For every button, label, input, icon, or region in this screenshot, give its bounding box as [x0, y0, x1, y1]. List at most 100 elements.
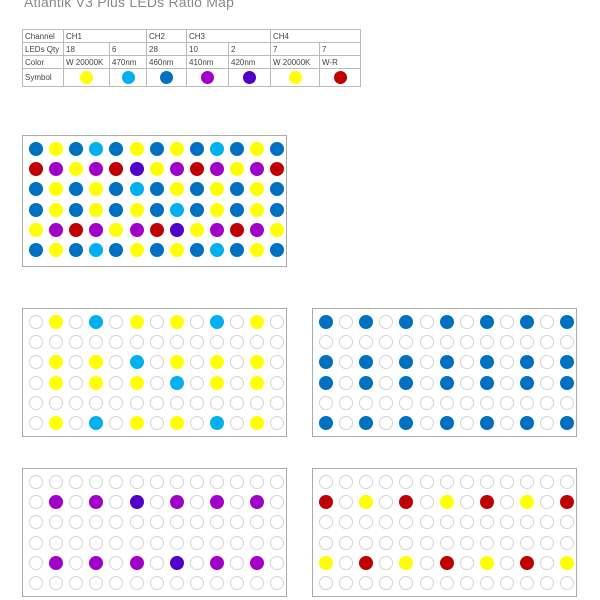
led-empty — [399, 395, 414, 410]
led-empty — [270, 315, 285, 329]
led — [250, 243, 265, 257]
led — [250, 416, 265, 430]
led-empty — [499, 335, 514, 350]
led-empty — [129, 515, 144, 530]
led — [109, 202, 124, 217]
led-empty — [439, 335, 454, 350]
led — [560, 555, 575, 570]
led-empty — [149, 475, 164, 489]
led — [209, 416, 224, 430]
led — [209, 355, 224, 370]
led — [250, 182, 265, 197]
led-empty — [169, 535, 184, 550]
led — [69, 142, 84, 156]
led-empty — [230, 355, 244, 370]
led-empty — [89, 515, 104, 530]
led-empty — [520, 576, 534, 590]
led-empty — [230, 475, 244, 489]
led — [89, 222, 104, 237]
led — [89, 142, 104, 156]
led-empty — [69, 515, 84, 530]
led — [359, 375, 374, 390]
color-cell: 420nm — [228, 55, 271, 69]
led-empty — [419, 395, 434, 410]
led — [169, 555, 184, 570]
led-empty — [560, 335, 575, 350]
led — [129, 355, 144, 370]
led-empty — [49, 515, 64, 530]
led — [209, 182, 224, 197]
led-empty — [230, 555, 244, 570]
led-empty — [270, 375, 285, 390]
led-empty — [499, 515, 514, 530]
led-empty — [109, 395, 124, 410]
led-empty — [540, 315, 555, 329]
led-empty — [560, 515, 575, 530]
led — [129, 243, 144, 257]
led — [29, 162, 43, 177]
led — [69, 243, 84, 257]
led — [49, 142, 64, 156]
led-empty — [149, 375, 164, 390]
row-label: Symbol — [22, 68, 64, 87]
led-empty — [379, 395, 394, 410]
led-empty — [419, 475, 434, 489]
led — [520, 555, 534, 570]
led-empty — [209, 515, 224, 530]
led — [250, 375, 265, 390]
led-empty — [479, 515, 494, 530]
led-symbol — [160, 71, 173, 84]
led — [520, 495, 534, 510]
led-empty — [379, 416, 394, 430]
led — [319, 315, 333, 329]
led — [359, 416, 374, 430]
led-spec-table: Channel CH1 CH2 CH3 CH4 LEDs Qty 18 6 28… — [22, 29, 361, 87]
led-empty — [499, 576, 514, 590]
led — [149, 142, 164, 156]
led — [439, 495, 454, 510]
led-empty — [359, 395, 374, 410]
led-empty — [209, 335, 224, 350]
led-empty — [149, 535, 164, 550]
led-empty — [230, 315, 244, 329]
symbol-row: Symbol — [22, 68, 361, 87]
led — [270, 243, 285, 257]
led-empty — [49, 535, 64, 550]
led — [29, 182, 43, 197]
led-empty — [270, 355, 285, 370]
led-empty — [520, 515, 534, 530]
led — [209, 162, 224, 177]
row-label: Color — [22, 55, 64, 69]
led-empty — [419, 315, 434, 329]
led-empty — [209, 395, 224, 410]
led-empty — [379, 375, 394, 390]
led-empty — [319, 335, 333, 350]
row-label: Channel — [22, 29, 64, 43]
symbol-cell — [319, 68, 361, 87]
color-cell: W-R — [319, 55, 361, 69]
led-empty — [459, 315, 474, 329]
led-empty — [339, 395, 354, 410]
led-empty — [459, 355, 474, 370]
led-empty — [189, 335, 204, 350]
led-empty — [250, 535, 265, 550]
led-empty — [399, 535, 414, 550]
ch3-led-map — [22, 468, 287, 597]
led-empty — [359, 535, 374, 550]
led — [479, 416, 494, 430]
led-empty — [319, 576, 333, 590]
led — [29, 222, 43, 237]
led-empty — [439, 535, 454, 550]
led — [89, 495, 104, 510]
qty-cell: 7 — [319, 42, 361, 56]
led-empty — [69, 416, 84, 430]
led-empty — [540, 355, 555, 370]
led-empty — [540, 495, 555, 510]
led-empty — [459, 375, 474, 390]
symbol-cell — [109, 68, 147, 87]
led — [29, 202, 43, 217]
led-empty — [230, 416, 244, 430]
led-empty — [49, 475, 64, 489]
led-empty — [230, 375, 244, 390]
led-empty — [339, 495, 354, 510]
